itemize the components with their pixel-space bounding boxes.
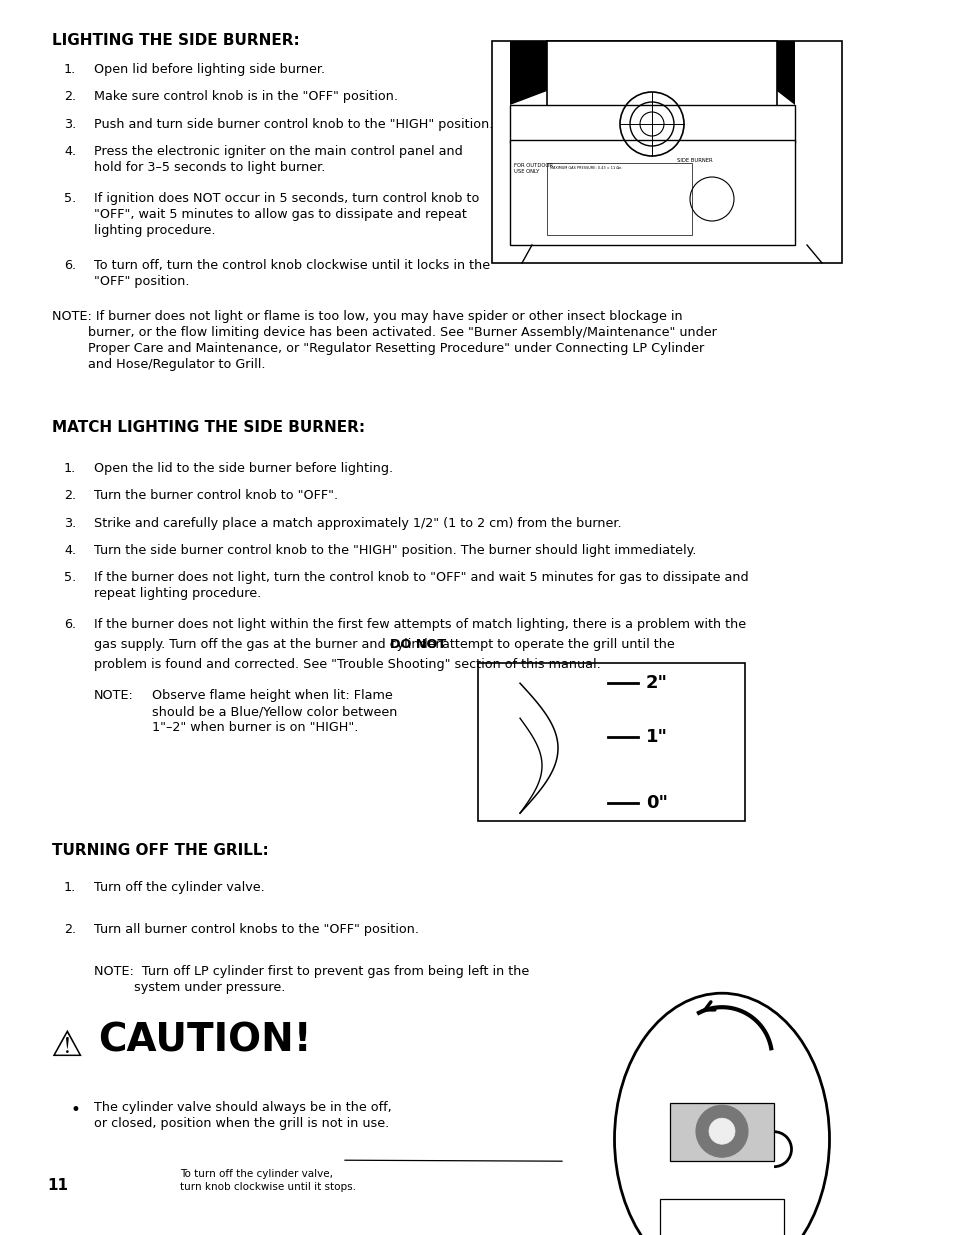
Text: 5.: 5. (64, 572, 76, 584)
Text: 6.: 6. (64, 619, 76, 631)
Ellipse shape (614, 993, 828, 1235)
Text: SIDE BURNER: SIDE BURNER (677, 158, 712, 163)
Text: 1.: 1. (64, 881, 76, 894)
Text: Observe flame height when lit: Flame
should be a Blue/Yellow color between
1"–2": Observe flame height when lit: Flame sho… (152, 689, 397, 734)
Text: NOTE:  Turn off LP cylinder first to prevent gas from being left in the
        : NOTE: Turn off LP cylinder first to prev… (94, 965, 529, 994)
Text: 2": 2" (645, 674, 667, 692)
Text: 2.: 2. (64, 90, 76, 104)
Text: 2.: 2. (64, 489, 76, 503)
Text: Turn all burner control knobs to the "OFF" position.: Turn all burner control knobs to the "OF… (94, 923, 418, 936)
Text: Turn the burner control knob to "OFF".: Turn the burner control knob to "OFF". (94, 489, 337, 503)
Text: 11: 11 (47, 1178, 68, 1193)
Text: Strike and carefully place a match approximately 1/2" (1 to 2 cm) from the burne: Strike and carefully place a match appro… (94, 516, 621, 530)
Text: Open lid before lighting side burner.: Open lid before lighting side burner. (94, 63, 325, 77)
Text: MAXIMUM GAS PRESSURE: 0.43 = 11 Ωn.: MAXIMUM GAS PRESSURE: 0.43 = 11 Ωn. (550, 165, 621, 170)
Bar (510, 105, 794, 143)
Text: 0": 0" (645, 794, 667, 813)
Text: If ignition does NOT occur in 5 seconds, turn control knob to
"OFF", wait 5 minu: If ignition does NOT occur in 5 seconds,… (94, 191, 478, 237)
Text: •: • (70, 1102, 80, 1119)
Text: To turn off the cylinder valve,
turn knob clockwise until it stops.: To turn off the cylinder valve, turn kno… (180, 1170, 355, 1192)
Text: DO NOT: DO NOT (390, 638, 446, 651)
Text: ⚠: ⚠ (50, 1029, 82, 1063)
Text: problem is found and corrected. See "Trouble Shooting" section of this manual.: problem is found and corrected. See "Tro… (94, 658, 600, 671)
Polygon shape (510, 41, 546, 105)
Text: attempt to operate the grill until the: attempt to operate the grill until the (438, 638, 675, 651)
Text: 2.: 2. (64, 923, 76, 936)
Text: FOR OUTDOOR
USE ONLY: FOR OUTDOOR USE ONLY (514, 163, 553, 174)
Text: NOTE: If burner does not light or flame is too low, you may have spider or other: NOTE: If burner does not light or flame … (52, 310, 716, 370)
Text: If the burner does not light within the first few attempts of match lighting, th: If the burner does not light within the … (94, 619, 745, 631)
Circle shape (696, 1105, 747, 1157)
Text: Press the electronic igniter on the main control panel and
hold for 3–5 seconds : Press the electronic igniter on the main… (94, 144, 462, 174)
Text: MATCH LIGHTING THE SIDE BURNER:: MATCH LIGHTING THE SIDE BURNER: (52, 420, 365, 435)
Text: The cylinder valve should always be in the off,
or closed, position when the gri: The cylinder valve should always be in t… (94, 1102, 392, 1130)
Text: 3.: 3. (64, 516, 76, 530)
Bar (546, 163, 691, 235)
Text: Make sure control knob is in the "OFF" position.: Make sure control knob is in the "OFF" p… (94, 90, 397, 104)
Bar (546, 41, 776, 107)
Bar (669, 1103, 773, 1161)
Text: 1.: 1. (64, 462, 76, 475)
Text: To turn off, turn the control knob clockwise until it locks in the
"OFF" positio: To turn off, turn the control knob clock… (94, 259, 490, 288)
Bar (510, 140, 794, 245)
Text: Turn the side burner control knob to the "HIGH" position. The burner should ligh: Turn the side burner control knob to the… (94, 543, 696, 557)
Text: Open the lid to the side burner before lighting.: Open the lid to the side burner before l… (94, 462, 393, 475)
Text: LIGHTING THE SIDE BURNER:: LIGHTING THE SIDE BURNER: (52, 33, 299, 48)
Bar (477, 663, 744, 821)
Text: Turn off the cylinder valve.: Turn off the cylinder valve. (94, 881, 265, 894)
Bar (492, 41, 841, 263)
Bar (659, 1199, 783, 1235)
Text: NOTE:: NOTE: (94, 689, 133, 703)
Text: 3.: 3. (64, 117, 76, 131)
Text: 1": 1" (645, 729, 667, 746)
Text: 4.: 4. (64, 543, 76, 557)
Polygon shape (776, 41, 794, 105)
Text: gas supply. Turn off the gas at the burner and cylinder.: gas supply. Turn off the gas at the burn… (94, 638, 447, 651)
Text: TURNING OFF THE GRILL:: TURNING OFF THE GRILL: (52, 844, 269, 858)
Text: 4.: 4. (64, 144, 76, 158)
Text: Push and turn side burner control knob to the "HIGH" position.: Push and turn side burner control knob t… (94, 117, 493, 131)
Circle shape (708, 1118, 734, 1144)
Text: 6.: 6. (64, 259, 76, 272)
Text: 5.: 5. (64, 191, 76, 205)
Text: 1.: 1. (64, 63, 76, 77)
Text: CAUTION!: CAUTION! (98, 1021, 312, 1060)
Text: If the burner does not light, turn the control knob to "OFF" and wait 5 minutes : If the burner does not light, turn the c… (94, 572, 748, 600)
